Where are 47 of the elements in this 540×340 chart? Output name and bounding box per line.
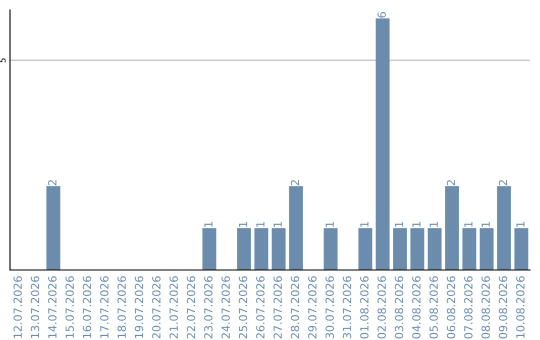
x-tick-label: 20.07.2026 bbox=[152, 276, 161, 338]
data-label: 1 bbox=[394, 222, 404, 227]
x-tick-label: 05.08.2026 bbox=[429, 276, 438, 338]
x-tick-label: 14.07.2026 bbox=[48, 276, 57, 338]
data-label: 6 bbox=[377, 12, 386, 18]
x-tick-label: 09.08.2026 bbox=[498, 276, 508, 338]
data-label: 1 bbox=[238, 222, 248, 227]
x-tick-label: 25.07.2026 bbox=[238, 276, 248, 338]
x-tick-label: 26.07.2026 bbox=[256, 276, 265, 338]
data-label: 2 bbox=[290, 180, 300, 186]
data-label: 1 bbox=[412, 222, 420, 227]
data-label: 1 bbox=[256, 222, 264, 227]
x-tick-label: 13.07.2026 bbox=[30, 276, 40, 338]
x-tick-label: 06.08.2026 bbox=[446, 276, 456, 338]
data-label: 1 bbox=[516, 222, 524, 227]
x-tick-label: 28.07.2026 bbox=[290, 276, 300, 338]
data-label: 1 bbox=[482, 222, 490, 227]
x-tick-label: 07.08.2026 bbox=[464, 276, 473, 338]
x-tick-label: 04.08.2026 bbox=[412, 276, 421, 338]
data-label: 1 bbox=[464, 222, 472, 227]
x-tick-label: 01.08.2026 bbox=[360, 276, 369, 338]
data-label: 1 bbox=[204, 222, 212, 227]
x-tick-label: 31.07.2026 bbox=[342, 276, 352, 338]
x-tick-label: 10.08.2026 bbox=[516, 276, 525, 338]
x-tick-label: 02.08.2026 bbox=[377, 276, 386, 338]
data-label: 2 bbox=[498, 180, 508, 186]
x-tick-label: 21.07.2026 bbox=[169, 276, 178, 338]
x-tick-label: 15.07.2026 bbox=[65, 276, 74, 338]
x-tick-label: 12.07.2026 bbox=[13, 276, 22, 338]
x-tick-label: 23.07.2026 bbox=[204, 276, 213, 338]
x-tick-label: 24.07.2026 bbox=[221, 276, 230, 338]
data-label: 2 bbox=[48, 180, 56, 186]
x-tick-label: 30.07.2026 bbox=[325, 276, 334, 338]
data-label: 1 bbox=[430, 222, 438, 227]
x-tick-label: 27.07.2026 bbox=[273, 276, 282, 338]
x-tick-label: 08.08.2026 bbox=[481, 276, 490, 338]
x-tick-label: 22.07.2026 bbox=[186, 276, 196, 338]
x-tick-label: 03.08.2026 bbox=[394, 276, 404, 338]
data-label: 1 bbox=[360, 222, 368, 227]
data-label: 1 bbox=[326, 222, 334, 227]
x-tick-label: 18.07.2026 bbox=[117, 276, 126, 338]
x-tick-label: 19.07.2026 bbox=[134, 276, 144, 338]
x-tick-label: 17.07.2026 bbox=[100, 276, 109, 338]
x-tick-label: 29.07.2026 bbox=[308, 276, 317, 338]
data-label: 2 bbox=[446, 180, 456, 186]
data-label: 1 bbox=[274, 222, 282, 227]
x-tick-label: 16.07.2026 bbox=[82, 276, 92, 338]
